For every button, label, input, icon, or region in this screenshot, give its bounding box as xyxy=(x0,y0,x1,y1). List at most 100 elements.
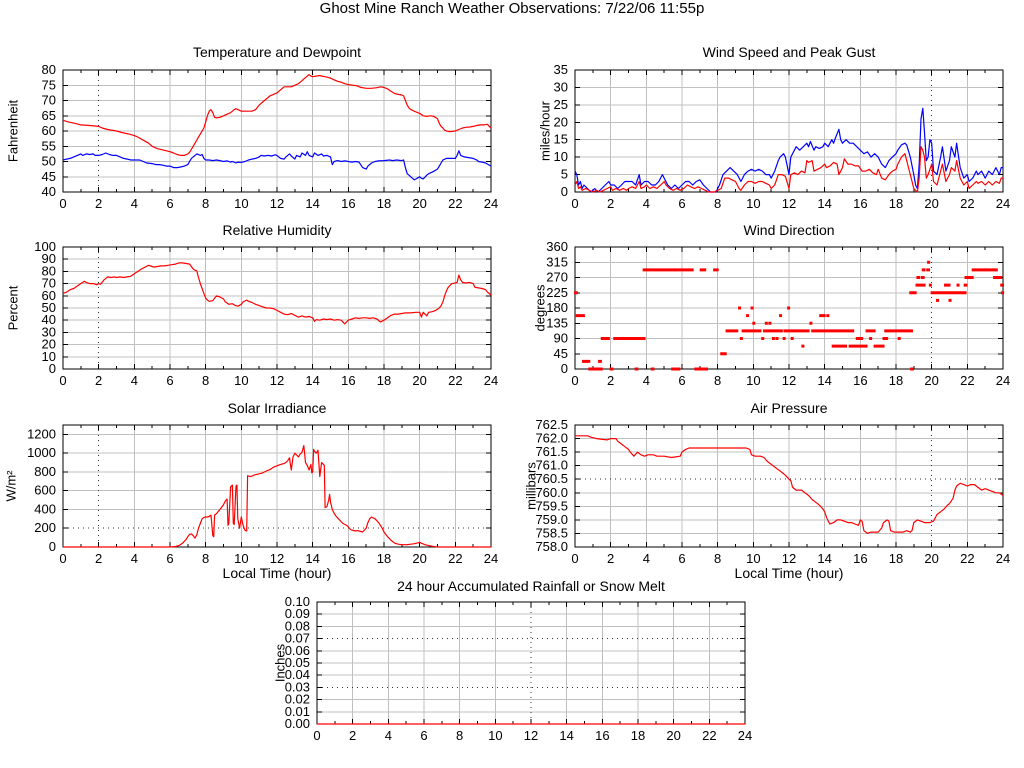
svg-text:22: 22 xyxy=(702,728,716,743)
svg-text:6: 6 xyxy=(678,373,685,388)
svg-text:75: 75 xyxy=(42,77,56,92)
svg-text:24: 24 xyxy=(996,196,1010,211)
svg-text:14: 14 xyxy=(817,373,831,388)
svg-text:14: 14 xyxy=(305,373,319,388)
svg-text:270: 270 xyxy=(546,270,568,285)
svg-text:18: 18 xyxy=(889,196,903,211)
svg-text:50: 50 xyxy=(42,154,56,169)
svg-text:20: 20 xyxy=(412,373,426,388)
svg-text:12: 12 xyxy=(782,196,796,211)
svg-text:759.5: 759.5 xyxy=(535,498,568,513)
svg-text:16: 16 xyxy=(595,728,609,743)
svg-text:5: 5 xyxy=(561,167,568,182)
svg-text:0.03: 0.03 xyxy=(285,679,310,694)
svg-text:0.09: 0.09 xyxy=(285,606,310,621)
svg-text:16: 16 xyxy=(853,196,867,211)
svg-text:8: 8 xyxy=(714,373,721,388)
svg-text:80: 80 xyxy=(42,263,56,278)
chart-title-pressure: Air Pressure xyxy=(750,400,828,416)
x-axis-label-solar: Local Time (hour) xyxy=(222,565,332,581)
svg-text:100: 100 xyxy=(34,239,56,254)
svg-text:30: 30 xyxy=(554,79,568,94)
svg-text:225: 225 xyxy=(546,285,568,300)
svg-text:45: 45 xyxy=(554,346,568,361)
svg-text:90: 90 xyxy=(42,251,56,266)
svg-text:200: 200 xyxy=(34,520,56,535)
svg-text:35: 35 xyxy=(554,62,568,77)
svg-text:360: 360 xyxy=(546,239,568,254)
svg-text:50: 50 xyxy=(42,300,56,315)
svg-text:18: 18 xyxy=(889,373,903,388)
svg-text:22: 22 xyxy=(960,196,974,211)
svg-text:10: 10 xyxy=(746,551,760,566)
svg-text:10: 10 xyxy=(488,728,502,743)
svg-text:24: 24 xyxy=(484,373,498,388)
svg-text:4: 4 xyxy=(643,373,650,388)
svg-text:16: 16 xyxy=(853,551,867,566)
svg-text:12: 12 xyxy=(782,551,796,566)
svg-text:40: 40 xyxy=(42,312,56,327)
svg-text:0: 0 xyxy=(561,184,568,199)
svg-text:0: 0 xyxy=(313,728,320,743)
svg-text:6: 6 xyxy=(420,728,427,743)
svg-text:4: 4 xyxy=(385,728,392,743)
svg-text:8: 8 xyxy=(202,373,209,388)
svg-text:20: 20 xyxy=(924,196,938,211)
svg-text:8: 8 xyxy=(714,551,721,566)
svg-text:60: 60 xyxy=(42,123,56,138)
svg-text:10: 10 xyxy=(746,373,760,388)
y-axis-label-percent: Percent xyxy=(5,285,21,331)
svg-text:10: 10 xyxy=(746,196,760,211)
svg-text:12: 12 xyxy=(270,373,284,388)
svg-text:180: 180 xyxy=(546,300,568,315)
chart-title-wind-direction: Wind Direction xyxy=(743,222,835,238)
y-axis-label-wm2: W/m² xyxy=(3,470,19,502)
svg-text:4: 4 xyxy=(643,551,650,566)
svg-text:20: 20 xyxy=(42,337,56,352)
svg-text:0.05: 0.05 xyxy=(285,655,310,670)
y-axis-label-millibars: millibars xyxy=(523,462,539,510)
svg-text:761.5: 761.5 xyxy=(535,444,568,459)
svg-text:20: 20 xyxy=(924,373,938,388)
svg-text:18: 18 xyxy=(631,728,645,743)
svg-text:762.0: 762.0 xyxy=(535,431,568,446)
svg-text:2: 2 xyxy=(95,551,102,566)
svg-text:20: 20 xyxy=(666,728,680,743)
svg-text:762.5: 762.5 xyxy=(535,417,568,432)
svg-text:0: 0 xyxy=(49,361,56,376)
chart-title-humidity: Relative Humidity xyxy=(222,222,332,238)
y-axis-label-degrees: degrees xyxy=(532,284,548,332)
svg-text:4: 4 xyxy=(643,196,650,211)
svg-text:6: 6 xyxy=(166,373,173,388)
svg-text:10: 10 xyxy=(234,551,248,566)
svg-text:90: 90 xyxy=(554,331,568,346)
svg-text:16: 16 xyxy=(341,196,355,211)
svg-text:10: 10 xyxy=(42,349,56,364)
svg-text:0: 0 xyxy=(59,196,66,211)
x-axis-label-pressure: Local Time (hour) xyxy=(734,565,844,581)
svg-text:22: 22 xyxy=(960,373,974,388)
svg-text:4: 4 xyxy=(131,196,138,211)
svg-text:8: 8 xyxy=(456,728,463,743)
svg-text:0: 0 xyxy=(571,551,578,566)
svg-text:6: 6 xyxy=(166,551,173,566)
y-axis-label-inches: Inches xyxy=(272,643,288,683)
svg-text:0.01: 0.01 xyxy=(285,704,310,719)
svg-text:6: 6 xyxy=(678,196,685,211)
svg-text:2: 2 xyxy=(95,373,102,388)
y-axis-label-miles-hour: miles/hour xyxy=(537,101,553,161)
svg-text:2: 2 xyxy=(607,196,614,211)
page-title: Ghost Mine Ranch Weather Observations: 7… xyxy=(319,0,705,17)
svg-text:1000: 1000 xyxy=(27,445,56,460)
svg-text:758.5: 758.5 xyxy=(535,525,568,540)
svg-text:18: 18 xyxy=(377,373,391,388)
svg-text:6: 6 xyxy=(166,196,173,211)
svg-text:18: 18 xyxy=(889,551,903,566)
svg-text:14: 14 xyxy=(559,728,573,743)
svg-text:0.04: 0.04 xyxy=(285,667,310,682)
svg-text:24: 24 xyxy=(996,551,1010,566)
svg-text:0.07: 0.07 xyxy=(285,631,310,646)
svg-text:315: 315 xyxy=(546,254,568,269)
svg-text:70: 70 xyxy=(42,276,56,291)
